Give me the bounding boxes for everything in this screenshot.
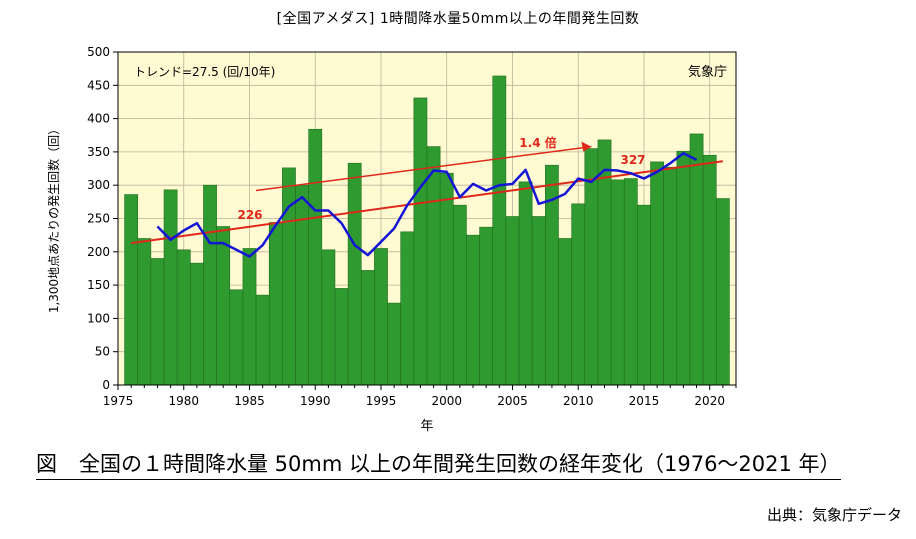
- trend-ratio-label: 1.4 倍: [519, 135, 556, 150]
- y-tick-label: 350: [87, 145, 110, 159]
- bar-1978: [150, 258, 165, 386]
- moving-average-line: [156, 151, 698, 258]
- figure-caption-prefix: 図: [36, 452, 57, 476]
- chart-title: [全国アメダス] 1時間降水量50mm以上の年間発生回数: [276, 11, 640, 27]
- bar-2016: [650, 161, 664, 386]
- trend-end-label: 327: [620, 153, 645, 167]
- bar-2003: [479, 226, 494, 386]
- bar-2006: [518, 181, 533, 386]
- y-tick-label: 0: [102, 378, 110, 392]
- bar-2019: [689, 133, 704, 386]
- bar-1993: [347, 162, 362, 386]
- y-tick-label: 100: [87, 311, 110, 325]
- bar-2017: [663, 166, 678, 386]
- bar-1979: [163, 189, 178, 386]
- moving-average-group: [156, 151, 698, 258]
- bar-1991: [321, 249, 336, 386]
- trend-line: [131, 160, 723, 245]
- x-tick-label: 1985: [234, 394, 265, 408]
- bar-1985: [242, 248, 257, 386]
- bar-1988: [282, 167, 296, 386]
- x-tick-label: 1975: [103, 394, 134, 408]
- bar-2009: [558, 238, 572, 386]
- x-tick-label: 2015: [629, 394, 660, 408]
- bar-2010: [571, 203, 586, 386]
- x-tick-label: 2020: [694, 394, 725, 408]
- bar-2014: [623, 178, 638, 386]
- bar-1994: [360, 270, 375, 386]
- bar-1976: [124, 194, 139, 386]
- bar-2013: [610, 179, 625, 386]
- trend-line-group: [131, 141, 723, 245]
- bar-2018: [676, 150, 691, 386]
- bar-1980: [176, 249, 191, 386]
- y-tick-label: 400: [87, 112, 110, 126]
- x-tick-label: 1995: [366, 394, 397, 408]
- bar-2020: [702, 154, 717, 386]
- source-note: 出典：気象庁データ: [766, 506, 902, 524]
- bar-1998: [413, 97, 428, 386]
- x-tick-label: 2005: [497, 394, 528, 408]
- y-tick-label: 200: [87, 245, 110, 259]
- bar-2007: [531, 216, 546, 386]
- bar-2004: [492, 75, 507, 386]
- bar-1997: [400, 231, 415, 386]
- bar-1995: [374, 248, 388, 386]
- bar-2005: [505, 216, 520, 386]
- bar-1990: [308, 128, 323, 386]
- trend-legend-label: トレンド=27.5 (回/10年): [134, 65, 275, 79]
- bar-1996: [387, 302, 402, 386]
- y-tick-label: 500: [87, 45, 110, 59]
- bar-1981: [190, 262, 204, 386]
- x-axis-label: 年: [420, 419, 433, 434]
- x-tick-label: 1980: [168, 394, 199, 408]
- y-tick-label: 50: [95, 345, 110, 359]
- bar-1992: [334, 288, 349, 386]
- x-tick-label: 2010: [563, 394, 594, 408]
- x-tick-label: 1990: [300, 394, 331, 408]
- y-axis-label: 1,300地点あたりの発生回数（回）: [46, 123, 61, 313]
- source-mark: 気象庁: [688, 64, 727, 80]
- bar-2015: [637, 204, 651, 386]
- bar-2002: [466, 234, 480, 386]
- figure-caption: 図全国の１時間降水量 50mm 以上の年間発生回数の経年変化（1976〜2021…: [36, 448, 841, 480]
- ratio-arrow-head: [581, 141, 592, 152]
- x-tick-label: 2000: [431, 394, 462, 408]
- bar-1983: [216, 226, 231, 386]
- bar-1986: [255, 294, 270, 386]
- figure-caption-text: 全国の１時間降水量 50mm 以上の年間発生回数の経年変化（1976〜2021 …: [79, 452, 841, 476]
- bar-1989: [295, 184, 309, 386]
- y-tick-label: 300: [87, 178, 110, 192]
- bar-1977: [137, 238, 152, 386]
- ratio-arrow-line: [255, 145, 592, 192]
- bar-2011: [584, 148, 599, 386]
- x-axis: 1975 1980 1985 1990 1995 2000 2005 2010 2015 2020: [103, 385, 737, 408]
- bar-1984: [229, 289, 244, 386]
- bar-series: [124, 75, 730, 386]
- bar-2000: [439, 172, 454, 386]
- y-tick-label: 450: [87, 78, 110, 92]
- bar-2001: [452, 204, 467, 386]
- y-tick-label: 150: [87, 278, 110, 292]
- bar-1987: [268, 222, 283, 386]
- y-axis: 0 50 100 150 200 250 300 350 400 450 500: [87, 45, 118, 392]
- bar-1982: [203, 184, 217, 386]
- bar-1999: [426, 146, 441, 386]
- y-tick-label: 250: [87, 212, 110, 226]
- trend-start-label: 226: [237, 208, 262, 222]
- bar-2021: [715, 198, 730, 386]
